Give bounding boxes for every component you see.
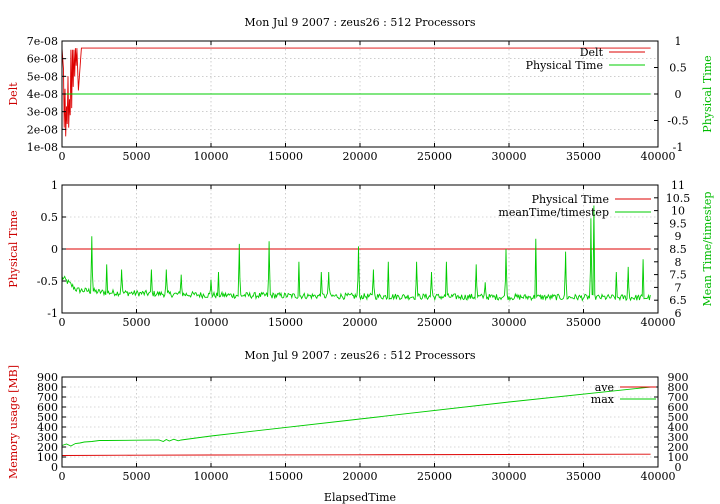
y-tick-label: 400 [37,421,58,434]
x-tick-label: 10000 [194,470,229,483]
y-tick-label: 1 [51,179,58,192]
x-tick-label: 15000 [268,470,303,483]
y-tick-label: 3e-08 [27,106,58,119]
y-axis-label: Delt [7,82,20,106]
y-tick-label: 600 [37,401,58,414]
series-line-max [61,386,651,447]
y2-tick-label: 100 [668,451,689,464]
y-tick-label: 300 [37,431,58,444]
y-axis-label: Memory usage [MB] [7,365,20,479]
y2-tick-label: 0.5 [669,62,687,75]
y2-tick-label: 900 [668,371,689,384]
y2-tick-label: 9 [675,230,682,243]
y2-tick-label: 500 [668,411,689,424]
y2-tick-label: 700 [668,391,689,404]
x-tick-label: 35000 [566,470,601,483]
y-tick-label: 0.5 [41,211,59,224]
x-tick-label: 40000 [641,470,676,483]
y-tick-label: 800 [37,381,58,394]
y2-tick-label: 10.5 [666,192,691,205]
series-line-delt [61,47,651,137]
y-tick-label: 7e-08 [27,35,58,48]
y2-tick-label: 8 [675,256,682,269]
x-tick-label: 15000 [268,150,303,163]
x-tick-label: 30000 [492,150,527,163]
y2-tick-label: 6 [675,307,682,320]
y2-tick-label: 7.5 [669,269,687,282]
y2-tick-label: 6.5 [669,294,687,307]
y2-tick-label: 600 [668,401,689,414]
y2-tick-label: 800 [668,381,689,394]
y2-tick-label: 1 [675,35,682,48]
series-line-meantime-timestep [61,205,651,302]
x-tick-label: 35000 [566,150,601,163]
x-tick-label: 5000 [123,470,151,483]
y2-tick-label: 9.5 [669,217,687,230]
legend-label: Physical Time [526,59,603,72]
x-tick-label: 5000 [123,150,151,163]
chart-panel-memory: 0 5000 10000 15000 20000 25000 30000 35000 40000… [7,349,689,504]
y2-axis-label: Physical Time [701,55,714,132]
x-tick-label: 0 [59,150,66,163]
y-tick-label: 900 [37,371,58,384]
y-tick-label: 200 [37,441,58,454]
series-line-ave [61,453,651,456]
y2-tick-label: 200 [668,441,689,454]
x-tick-label: 5000 [123,316,151,329]
y2-tick-label: 7 [675,281,682,294]
y2-tick-label: 300 [668,431,689,444]
y-tick-label: 0 [51,243,58,256]
x-tick-label: 40000 [641,316,676,329]
y2-tick-label: -1 [673,141,684,154]
x-tick-label: 20000 [343,470,378,483]
y-tick-label: 100 [37,451,58,464]
y-tick-label: 500 [37,411,58,424]
x-tick-label: 30000 [492,316,527,329]
y-tick-label: -1 [47,307,58,320]
y-tick-label: 4e-08 [27,88,58,101]
x-tick-label: 10000 [194,150,229,163]
chart-title: Mon Jul 9 2007 : zeus26 : 512 Processors [244,16,476,29]
y2-tick-label: -0.5 [667,115,688,128]
x-tick-label: 20000 [343,316,378,329]
x-tick-label: 10000 [194,316,229,329]
y-tick-label: -0.5 [37,275,58,288]
x-tick-label: 20000 [343,150,378,163]
chart-panel-mean-time: 0 5000 10000 15000 20000 25000 30000 35000 40000… [7,179,714,329]
legend-label: meanTime/timestep [498,206,609,219]
x-axis-label: ElapsedTime [324,491,396,504]
legend-label: Physical Time [532,193,609,206]
x-tick-label: 25000 [417,150,452,163]
y2-axis-label: Mean Time/timestep [701,192,714,307]
x-tick-label: 0 [59,470,66,483]
y-tick-label: 6e-08 [27,53,58,66]
y-tick-label: 0 [51,461,58,474]
x-tick-label: 15000 [268,316,303,329]
legend-label: max [591,393,615,406]
x-tick-label: 25000 [417,470,452,483]
x-tick-label: 0 [59,316,66,329]
chart-title: Mon Jul 9 2007 : zeus26 : 512 Processors [244,349,476,362]
y-tick-label: 5e-08 [27,70,58,83]
y2-tick-label: 10 [671,205,685,218]
y2-tick-label: 8.5 [669,243,687,256]
x-tick-label: 25000 [417,316,452,329]
y2-tick-label: 0 [675,461,682,474]
legend-label: Delt [580,46,604,59]
y2-tick-label: 0 [675,88,682,101]
chart-panel-delt: 0 5000 10000 15000 20000 25000 30000 35000 40000… [7,16,714,163]
y-tick-label: 2e-08 [27,123,58,136]
legend-label: ave [595,381,614,394]
y-axis-label: Physical Time [7,210,20,287]
x-tick-label: 40000 [641,150,676,163]
x-tick-label: 30000 [492,470,527,483]
y2-tick-label: 400 [668,421,689,434]
x-tick-label: 35000 [566,316,601,329]
y-tick-label: 1e-08 [27,141,58,154]
y2-tick-label: 11 [671,179,685,192]
y-tick-label: 700 [37,391,58,404]
